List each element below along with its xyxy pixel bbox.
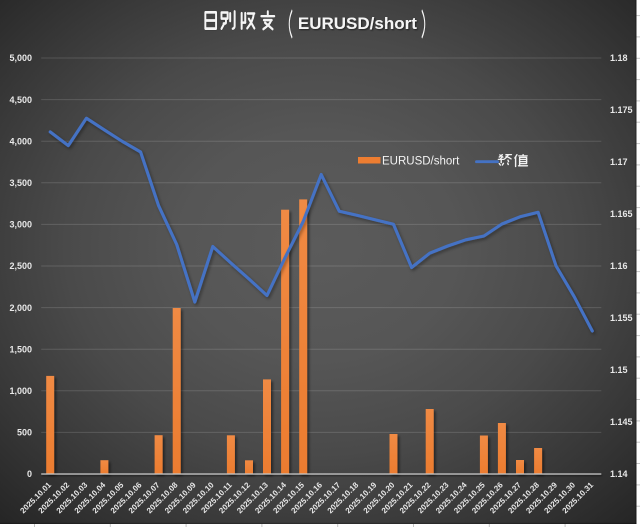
- svg-text:EURUSD/short: EURUSD/short: [382, 155, 460, 167]
- svg-text:1.145: 1.145: [610, 417, 633, 427]
- svg-text:1.16: 1.16: [610, 261, 628, 271]
- svg-text:4,500: 4,500: [9, 95, 32, 105]
- svg-text:1.165: 1.165: [610, 209, 633, 219]
- svg-text:5,000: 5,000: [9, 53, 32, 63]
- svg-text:1.18: 1.18: [610, 53, 628, 63]
- svg-text:EURUSD/short: EURUSD/short: [298, 14, 417, 33]
- svg-text:1.155: 1.155: [610, 313, 633, 323]
- svg-text:2,000: 2,000: [9, 303, 32, 313]
- svg-text:1.14: 1.14: [610, 469, 628, 479]
- svg-text:1.15: 1.15: [610, 365, 628, 375]
- svg-text:1,500: 1,500: [9, 344, 32, 354]
- svg-text:0: 0: [27, 469, 32, 479]
- svg-text:3,500: 3,500: [9, 178, 32, 188]
- svg-text:3,000: 3,000: [9, 220, 32, 230]
- svg-text:1.175: 1.175: [610, 105, 633, 115]
- svg-text:1,000: 1,000: [9, 386, 32, 396]
- svg-text:4,000: 4,000: [9, 136, 32, 146]
- svg-text:1.17: 1.17: [610, 157, 628, 167]
- svg-text:2,500: 2,500: [9, 261, 32, 271]
- svg-text:500: 500: [17, 428, 32, 438]
